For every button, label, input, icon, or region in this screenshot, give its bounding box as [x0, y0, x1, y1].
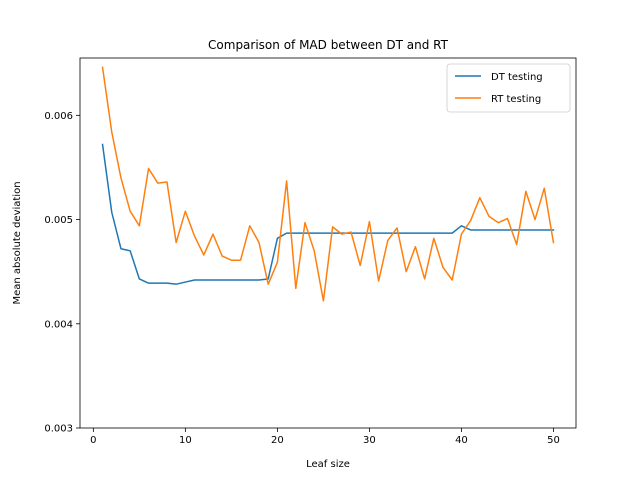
- y-tick-label: 0.004: [44, 319, 73, 330]
- series-line-rt-testing: [101, 66, 555, 302]
- x-tick-label: 10: [179, 435, 192, 446]
- y-tick-label: 0.003: [44, 424, 73, 435]
- y-axis-label: Mean absolute deviation: [12, 181, 23, 304]
- axes-frame: [79, 57, 577, 429]
- series-line-dt-testing: [101, 143, 555, 285]
- y-tick-label: 0.006: [44, 111, 73, 122]
- legend-label-dt: DT testing: [491, 72, 543, 83]
- plot-area: 0 10 20 30 40 50 0.003 0.004 0.005 0.006: [44, 66, 560, 446]
- chart-title: Comparison of MAD between DT and RT: [208, 38, 449, 52]
- legend-label-rt: RT testing: [491, 94, 541, 105]
- legend: DT testing RT testing: [446, 63, 571, 113]
- x-tick-label: 20: [271, 435, 284, 446]
- x-tick-label: 0: [90, 435, 96, 446]
- x-tick-label: 40: [455, 435, 468, 446]
- x-tick-label: 30: [363, 435, 376, 446]
- x-axis-label: Leaf size: [306, 459, 350, 470]
- y-tick-label: 0.005: [44, 215, 73, 226]
- x-tick-label: 50: [547, 435, 560, 446]
